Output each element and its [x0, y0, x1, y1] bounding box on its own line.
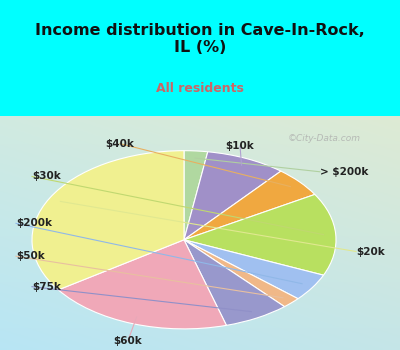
Text: All residents: All residents [156, 82, 244, 95]
Text: $10k: $10k [226, 141, 254, 151]
Wedge shape [184, 240, 298, 307]
Text: $60k: $60k [114, 336, 142, 345]
Wedge shape [184, 152, 281, 240]
Wedge shape [184, 151, 208, 240]
Text: $200k: $200k [16, 218, 52, 228]
Wedge shape [184, 240, 284, 326]
Text: $75k: $75k [32, 282, 61, 292]
Text: Income distribution in Cave-In-Rock,
IL (%): Income distribution in Cave-In-Rock, IL … [35, 23, 365, 56]
Wedge shape [184, 171, 315, 240]
Wedge shape [184, 240, 324, 299]
Text: ©City-Data.com: ©City-Data.com [288, 134, 361, 143]
Text: > $200k: > $200k [320, 167, 368, 177]
Text: $30k: $30k [32, 172, 61, 181]
Wedge shape [32, 151, 184, 290]
Text: $40k: $40k [106, 139, 134, 149]
Text: $20k: $20k [356, 246, 385, 257]
Wedge shape [184, 194, 336, 275]
Wedge shape [58, 240, 226, 329]
Text: $50k: $50k [16, 251, 45, 261]
